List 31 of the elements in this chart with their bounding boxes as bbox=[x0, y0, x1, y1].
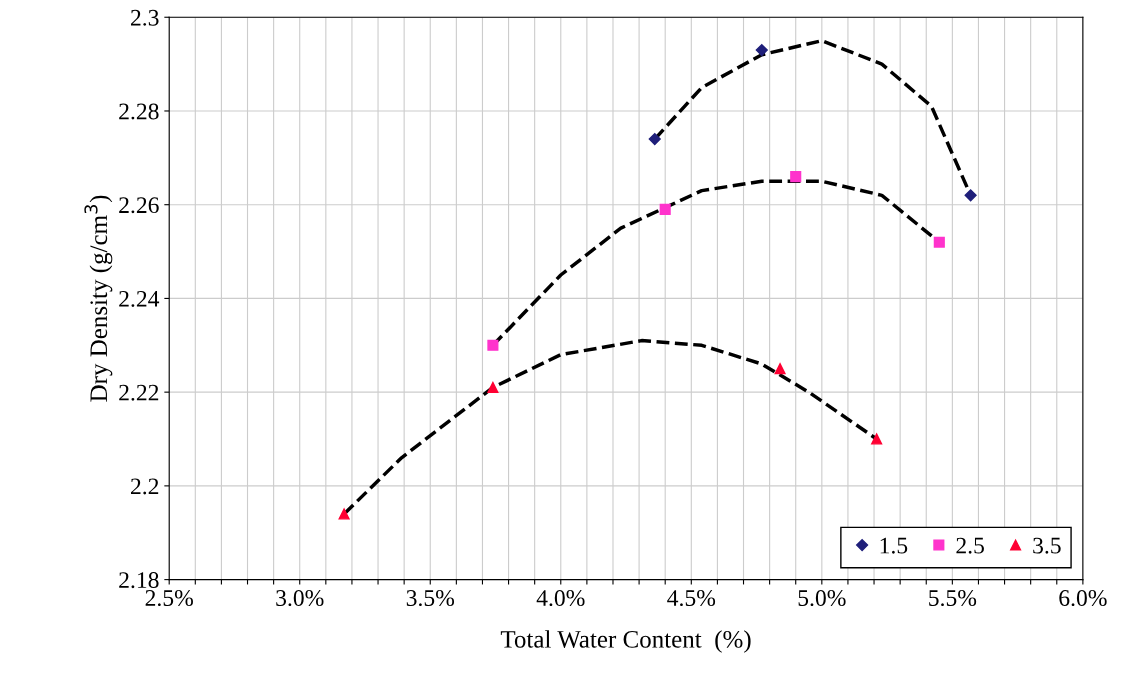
legend-label: 2.5 bbox=[956, 537, 984, 554]
x-tick-label: 3.5% bbox=[406, 590, 455, 607]
point bbox=[648, 132, 661, 146]
y-tick-label: 2.2 bbox=[131, 478, 159, 495]
y-tick-label: 2.28 bbox=[119, 103, 159, 120]
x-tick-label: 5.0% bbox=[798, 590, 846, 607]
point bbox=[774, 363, 786, 375]
x-tick-label: 3.0% bbox=[276, 590, 324, 607]
point bbox=[338, 508, 350, 520]
point bbox=[933, 236, 945, 248]
legend-label: 3.5 bbox=[1033, 537, 1061, 554]
point bbox=[659, 203, 671, 215]
point bbox=[790, 171, 802, 183]
x-axis-title: Total Water Content (%) bbox=[500, 630, 751, 653]
y-tick-label: 2.18 bbox=[119, 572, 159, 589]
x-tick-label: 4.0% bbox=[536, 590, 585, 607]
y-axis-title: Dry Density (g/cm$^{3}$) bbox=[84, 195, 113, 402]
y-tick-label: 2.24 bbox=[119, 290, 160, 307]
x-tick-label: 5.5% bbox=[929, 590, 977, 607]
y-tick-label: 2.22 bbox=[119, 384, 159, 401]
point bbox=[487, 339, 499, 351]
point bbox=[871, 433, 883, 445]
point bbox=[964, 189, 977, 202]
y-tick-label: 2.3 bbox=[131, 9, 159, 26]
legend-label: 1.5 bbox=[880, 537, 908, 554]
point bbox=[755, 43, 768, 57]
x-tick-label: 6.0% bbox=[1059, 590, 1107, 607]
x-tick-label: 2.5% bbox=[145, 590, 193, 607]
y-tick-label: 2.26 bbox=[119, 197, 159, 214]
x-tick-label: 4.5% bbox=[667, 590, 716, 607]
point bbox=[487, 381, 499, 394]
